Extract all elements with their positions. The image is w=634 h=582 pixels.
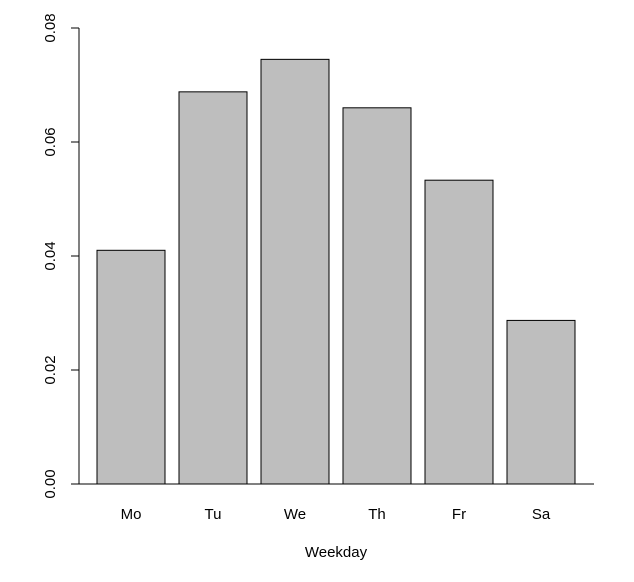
y-ticks: 0.00 0.02 0.04 0.06 0.08 [42, 13, 79, 499]
bar-fr [424, 179, 494, 485]
y-tick-label: 0.04 [42, 241, 59, 270]
x-tick-labels: Mo Tu We Th Fr Sa [121, 506, 551, 523]
bar-we [260, 58, 330, 485]
bar-mo [96, 249, 166, 485]
x-tick-label-th: Th [368, 506, 386, 523]
x-axis-title: Weekday [305, 544, 368, 561]
y-tick-label: 0.02 [42, 355, 59, 384]
x-tick-label-fr: Fr [452, 506, 466, 523]
bar-th [342, 107, 412, 485]
y-tick-label: 0.06 [42, 127, 59, 156]
bars-group [96, 58, 576, 485]
y-tick-label: 0.00 [42, 469, 59, 498]
x-tick-label-tu: Tu [205, 506, 222, 523]
x-tick-label-sa: Sa [532, 506, 551, 523]
bar-sa [506, 319, 576, 485]
y-tick-label: 0.08 [42, 13, 59, 42]
x-tick-label-we: We [284, 506, 306, 523]
bar-tu [178, 91, 248, 485]
x-tick-label-mo: Mo [121, 506, 142, 523]
